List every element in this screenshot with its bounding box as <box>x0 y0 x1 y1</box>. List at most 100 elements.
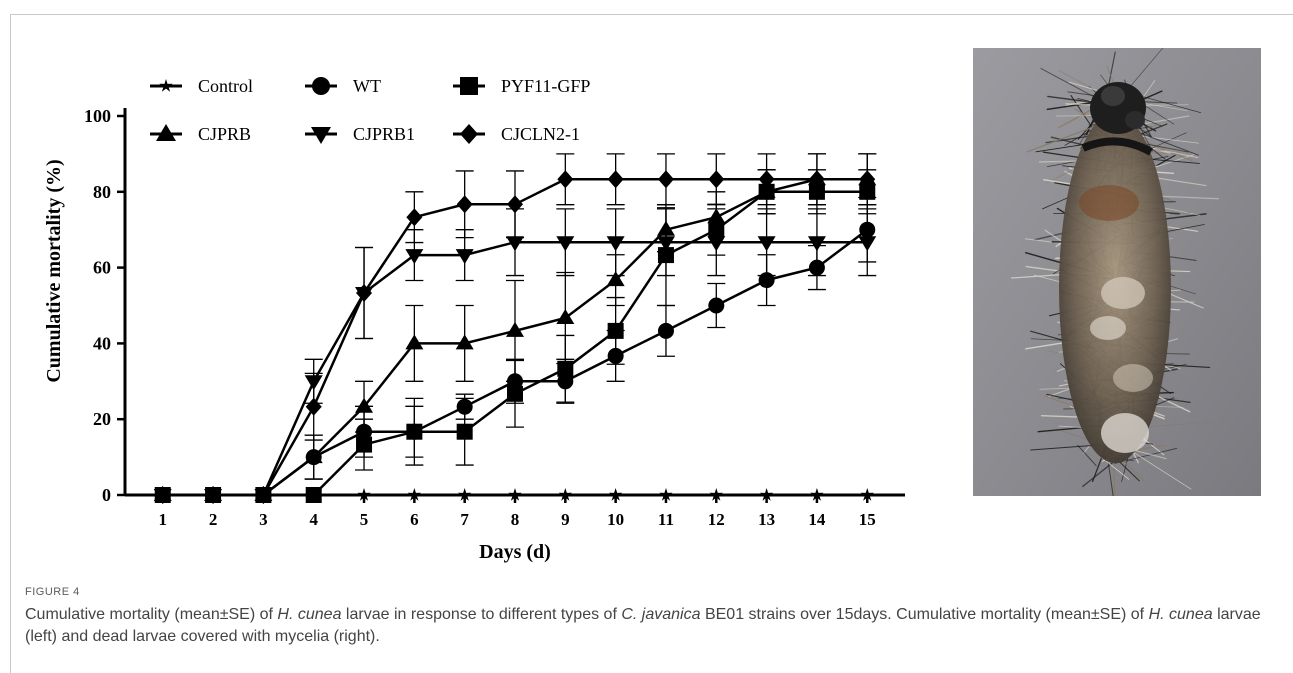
legend-item: PYF11-GFP <box>453 76 590 96</box>
caption-part: larvae (left) and dead larvae covered wi… <box>25 606 1261 645</box>
data-point <box>456 423 473 440</box>
chart-series <box>153 153 877 504</box>
data-point <box>205 486 222 504</box>
data-point <box>507 385 523 402</box>
data-point <box>656 236 675 252</box>
data-point <box>311 127 331 144</box>
figure-label: FIGURE 4 <box>25 586 80 598</box>
series-cjcln2-1 <box>154 153 877 504</box>
data-point <box>708 170 725 189</box>
legend-item: CJPRB1 <box>305 124 415 144</box>
data-point <box>556 309 575 325</box>
caption-part: H. cunea <box>1148 606 1213 623</box>
legend-label: CJPRB1 <box>353 124 415 144</box>
data-point <box>506 236 524 252</box>
data-point <box>456 195 473 214</box>
x-axis-label: Days (d) <box>479 541 551 563</box>
data-point <box>758 170 775 189</box>
figure-caption: Cumulative mortality (mean±SE) of H. cun… <box>25 604 1265 648</box>
legend-label: CJCLN2-1 <box>501 124 580 144</box>
data-point <box>458 488 472 501</box>
data-point <box>356 436 373 453</box>
x-tick-label: 5 <box>360 510 369 529</box>
figure-frame-left <box>10 14 11 673</box>
x-tick-label: 9 <box>561 510 570 529</box>
data-point <box>659 488 673 501</box>
x-tick-label: 13 <box>758 510 775 529</box>
data-point <box>607 322 624 339</box>
data-point <box>355 397 374 413</box>
legend-item: CJCLN2-1 <box>453 124 580 144</box>
data-point <box>455 334 474 350</box>
data-point <box>657 170 674 189</box>
x-tick-label: 4 <box>309 510 318 529</box>
data-point <box>154 486 171 504</box>
data-point <box>455 249 474 265</box>
data-point <box>757 236 776 252</box>
x-tick-label: 3 <box>259 510 268 529</box>
y-tick-label: 80 <box>93 182 111 202</box>
data-point <box>808 170 825 189</box>
legend-label: PYF11-GFP <box>501 76 590 96</box>
data-point <box>405 334 424 350</box>
data-point <box>460 77 478 95</box>
legend-label: Control <box>198 76 253 96</box>
caption-part: BE01 strains over 15days. Cumulative mor… <box>700 606 1149 623</box>
x-tick-label: 15 <box>859 510 876 529</box>
data-point <box>609 488 623 501</box>
data-point <box>606 271 625 287</box>
data-point <box>556 236 575 252</box>
caption-part: larvae in response to different types of <box>341 606 622 623</box>
caption-part: C. javanica <box>621 606 701 623</box>
legend-item: WT <box>305 76 381 96</box>
data-point <box>606 236 625 252</box>
data-point <box>460 124 478 144</box>
data-point <box>709 488 723 501</box>
data-point <box>858 236 877 252</box>
y-tick-label: 100 <box>84 106 111 126</box>
y-axis-label: Cumulative mortality (%) <box>43 159 65 382</box>
data-point <box>406 208 423 227</box>
caption-part: Cumulative mortality (mean±SE) of <box>25 606 278 623</box>
data-point <box>810 488 824 501</box>
caption-part: H. cunea <box>277 606 342 623</box>
x-tick-label: 10 <box>607 510 624 529</box>
data-point <box>305 397 322 416</box>
data-point <box>507 195 523 214</box>
dead-larva-photo <box>973 48 1261 496</box>
data-point <box>156 124 176 141</box>
data-point <box>255 486 272 504</box>
legend-item: Control <box>150 76 253 96</box>
data-point <box>405 249 424 265</box>
y-tick-label: 0 <box>102 485 111 505</box>
data-point <box>558 488 572 501</box>
data-point <box>506 321 524 337</box>
legend-item: CJPRB <box>150 124 251 144</box>
data-point <box>607 170 624 189</box>
data-point <box>760 488 774 501</box>
x-tick-label: 1 <box>158 510 167 529</box>
data-point <box>657 322 674 339</box>
x-tick-label: 14 <box>808 510 826 529</box>
data-point <box>807 236 826 252</box>
y-tick-label: 40 <box>93 333 111 353</box>
data-point <box>304 448 323 464</box>
data-point <box>557 170 574 189</box>
data-point <box>860 488 874 501</box>
data-point <box>859 170 876 189</box>
data-point <box>707 236 726 252</box>
x-tick-label: 7 <box>460 510 469 529</box>
mortality-line-chart: Control WT PYF11-GFP CJPRB CJPRB1 CJCLN2-1 0 2… <box>43 76 905 563</box>
figure-frame-top <box>10 14 1293 15</box>
data-point <box>312 77 330 95</box>
data-point <box>407 488 421 501</box>
x-tick-label: 11 <box>658 510 674 529</box>
x-tick-label: 6 <box>410 510 419 529</box>
data-point <box>557 360 574 377</box>
legend-label: WT <box>353 76 381 96</box>
data-point <box>406 423 423 440</box>
y-tick-label: 20 <box>93 409 111 429</box>
data-point <box>356 283 373 302</box>
x-tick-label: 2 <box>209 510 218 529</box>
